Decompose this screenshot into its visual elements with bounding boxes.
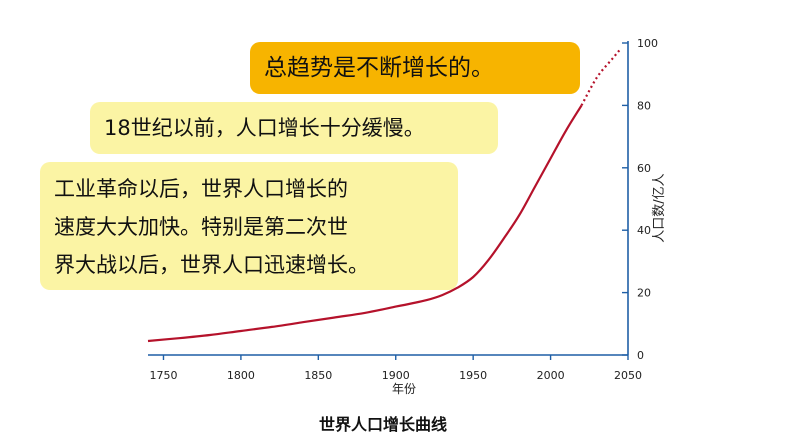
x-tick-label: 2050 <box>614 369 642 382</box>
y-axis-label: 人口数/亿人 <box>652 173 667 242</box>
y-tick-label: 80 <box>637 99 651 112</box>
y-tick-label: 60 <box>637 162 651 175</box>
x-tick-label: 2000 <box>537 369 565 382</box>
population-projection-line <box>580 48 622 106</box>
y-tick-label: 40 <box>637 224 651 237</box>
callout-line: 工业革命以后，世界人口增长的 <box>54 177 348 201</box>
callout-line: 速度大大加快。特别是第二次世 <box>54 215 348 239</box>
series-group <box>147 48 622 343</box>
chart-title: 世界人口增长曲线 <box>319 415 447 434</box>
callout-after-industrial-revolution: 工业革命以后，世界人口增长的 速度大大加快。特别是第二次世 界大战以后，世界人口… <box>40 162 458 290</box>
x-tick-label: 1750 <box>149 369 177 382</box>
callout-line: 界大战以后，世界人口迅速增长。 <box>54 253 369 277</box>
x-axis-label: 年份 <box>392 382 416 396</box>
y-axis: 0 20 40 60 80 100 <box>622 37 658 362</box>
x-tick-label: 1850 <box>304 369 332 382</box>
population-series-line <box>147 104 583 343</box>
callout-overall-trend: 总趋势是不断增长的。 <box>250 42 580 94</box>
y-tick-label: 100 <box>637 37 658 50</box>
x-tick-label: 1950 <box>459 369 487 382</box>
y-tick-label: 20 <box>637 287 651 300</box>
x-tick-label: 1900 <box>382 369 410 382</box>
x-axis: 1750 1800 1850 1900 1950 2000 2050 <box>148 354 642 382</box>
x-tick-label: 1800 <box>227 369 255 382</box>
callout-before-18th-century: 18世纪以前，人口增长十分缓慢。 <box>90 102 498 154</box>
y-tick-label: 0 <box>637 349 644 362</box>
